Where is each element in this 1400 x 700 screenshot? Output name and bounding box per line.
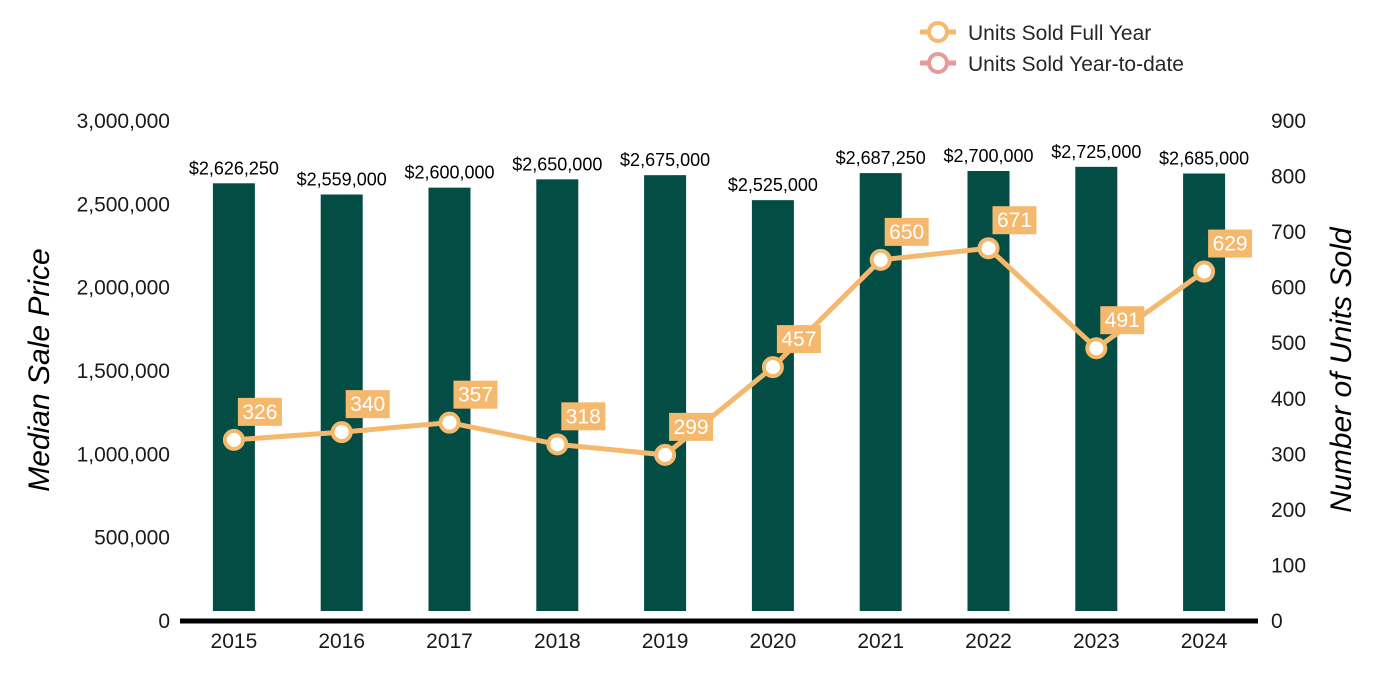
point-label-box — [453, 380, 498, 409]
point-value-label: 629 — [1213, 233, 1248, 256]
y-right-tick-label: 500 — [1271, 332, 1306, 355]
bar-value-label: $2,675,000 — [620, 150, 710, 170]
point-value-label: 326 — [242, 401, 277, 424]
point-label-box — [345, 390, 390, 419]
point-labels: 326 340 357 318 299 457 650 671 491 629 — [237, 206, 1253, 441]
bar-value-label: $2,687,250 — [836, 148, 926, 168]
point-value-label: 340 — [350, 393, 385, 416]
y-left-tick-label: 2,000,000 — [77, 277, 170, 300]
legend-item-ytd[interactable]: Units Sold Year-to-date — [920, 52, 1184, 76]
point-units-sold-2024[interactable] — [1193, 260, 1216, 283]
point-units-sold-2022[interactable] — [977, 237, 1000, 260]
y-right-tick-label: 700 — [1271, 221, 1306, 244]
x-tick-label: 2017 — [426, 630, 473, 653]
y-right-tick-label: 400 — [1271, 388, 1306, 411]
y-left-tick-label: 3,000,000 — [77, 110, 170, 133]
x-tick-label: 2023 — [1073, 630, 1120, 653]
bar-value-label: $2,600,000 — [404, 163, 494, 183]
point-value-label: 457 — [781, 328, 816, 351]
bar-median-price-2020[interactable] — [751, 200, 794, 611]
bar-value-label: $2,700,000 — [943, 146, 1033, 166]
y-right-tick-label: 0 — [1271, 610, 1283, 633]
legend-full-year-marker — [927, 21, 949, 43]
bar-median-price-2018[interactable] — [536, 179, 579, 612]
point-label-box — [992, 206, 1037, 235]
bar-median-price-2019[interactable] — [644, 175, 687, 611]
point-units-sold-2021[interactable] — [869, 248, 892, 271]
bar-value-label: $2,559,000 — [297, 170, 387, 190]
bars — [212, 166, 1226, 612]
x-tick-label: 2018 — [534, 630, 581, 653]
y-left-axis-title: Median Sale Price — [23, 248, 56, 491]
y-right-ticks: 0 100 200 300 400 500 600 700 800 900 — [1271, 110, 1306, 633]
bar-value-label: $2,525,000 — [728, 175, 818, 195]
y-left-tick-label: 1,000,000 — [77, 443, 170, 466]
y-right-tick-label: 600 — [1271, 277, 1306, 300]
line-units-sold-full-year — [233, 245, 1206, 458]
point-units-sold-2020[interactable] — [761, 356, 784, 379]
y-right-tick-label: 100 — [1271, 554, 1306, 577]
legend-ytd-label: Units Sold Year-to-date — [968, 53, 1184, 76]
point-value-label: 650 — [889, 221, 924, 244]
point-units-sold-2017[interactable] — [438, 411, 461, 434]
line-series — [222, 237, 1216, 466]
point-value-label: 671 — [997, 209, 1032, 232]
legend-item-full-year[interactable]: Units Sold Full Year — [920, 21, 1151, 45]
bar-median-price-2015[interactable] — [212, 183, 255, 611]
x-tick-label: 2019 — [642, 630, 689, 653]
y-right-tick-label: 200 — [1271, 499, 1306, 522]
point-label-box — [1208, 229, 1253, 258]
point-units-sold-2019[interactable] — [654, 443, 677, 466]
y-right-tick-label: 300 — [1271, 443, 1306, 466]
y-left-tick-label: 1,500,000 — [77, 360, 170, 383]
x-tick-label: 2024 — [1181, 630, 1228, 653]
y-left-tick-label: 500,000 — [94, 527, 170, 550]
point-value-label: 491 — [1105, 309, 1140, 332]
bar-value-label: $2,626,250 — [189, 158, 279, 178]
bar-labels: $2,626,250 $2,559,000 $2,600,000 $2,650,000… — [189, 142, 1249, 195]
y-left-tick-label: 2,500,000 — [77, 193, 170, 216]
y-left-tick-label: 0 — [158, 610, 170, 633]
x-ticks: 2015 2016 2017 2018 2019 2020 2021 2022 2023 2024 — [211, 630, 1228, 653]
x-tick-label: 2016 — [318, 630, 365, 653]
point-units-sold-2015[interactable] — [222, 428, 245, 451]
bar-value-label: $2,685,000 — [1159, 149, 1249, 169]
point-label-box — [776, 325, 821, 354]
x-tick-label: 2022 — [965, 630, 1012, 653]
x-tick-label: 2020 — [750, 630, 797, 653]
bar-value-label: $2,725,000 — [1051, 142, 1141, 162]
legend-full-year-label: Units Sold Full Year — [968, 22, 1151, 45]
legend: Units Sold Full Year Units Sold Year-to-… — [920, 21, 1184, 76]
y-right-tick-label: 900 — [1271, 110, 1306, 133]
point-value-label: 357 — [458, 384, 493, 407]
bar-median-price-2023[interactable] — [1075, 166, 1118, 612]
y-left-ticks: 0 500,000 1,000,000 1,500,000 2,000,000 2,500… — [77, 110, 170, 633]
legend-ytd-marker — [927, 52, 949, 74]
bar-median-price-2021[interactable] — [859, 173, 902, 611]
point-value-label: 318 — [566, 405, 601, 428]
point-units-sold-2023[interactable] — [1085, 337, 1108, 360]
point-value-label: 299 — [674, 416, 709, 439]
point-label-box — [237, 397, 282, 426]
point-label-box — [1100, 306, 1145, 335]
y-right-axis-title: Number of Units Sold — [1325, 226, 1358, 512]
bar-value-label: $2,650,000 — [512, 154, 602, 174]
point-label-box — [561, 402, 606, 431]
x-tick-label: 2015 — [211, 630, 258, 653]
y-right-tick-label: 800 — [1271, 166, 1306, 189]
point-label-box — [669, 412, 714, 441]
x-tick-label: 2021 — [857, 630, 904, 653]
point-units-sold-2016[interactable] — [330, 421, 353, 444]
bar-median-price-2022[interactable] — [967, 171, 1010, 611]
point-label-box — [884, 217, 929, 246]
point-units-sold-2018[interactable] — [546, 433, 569, 456]
